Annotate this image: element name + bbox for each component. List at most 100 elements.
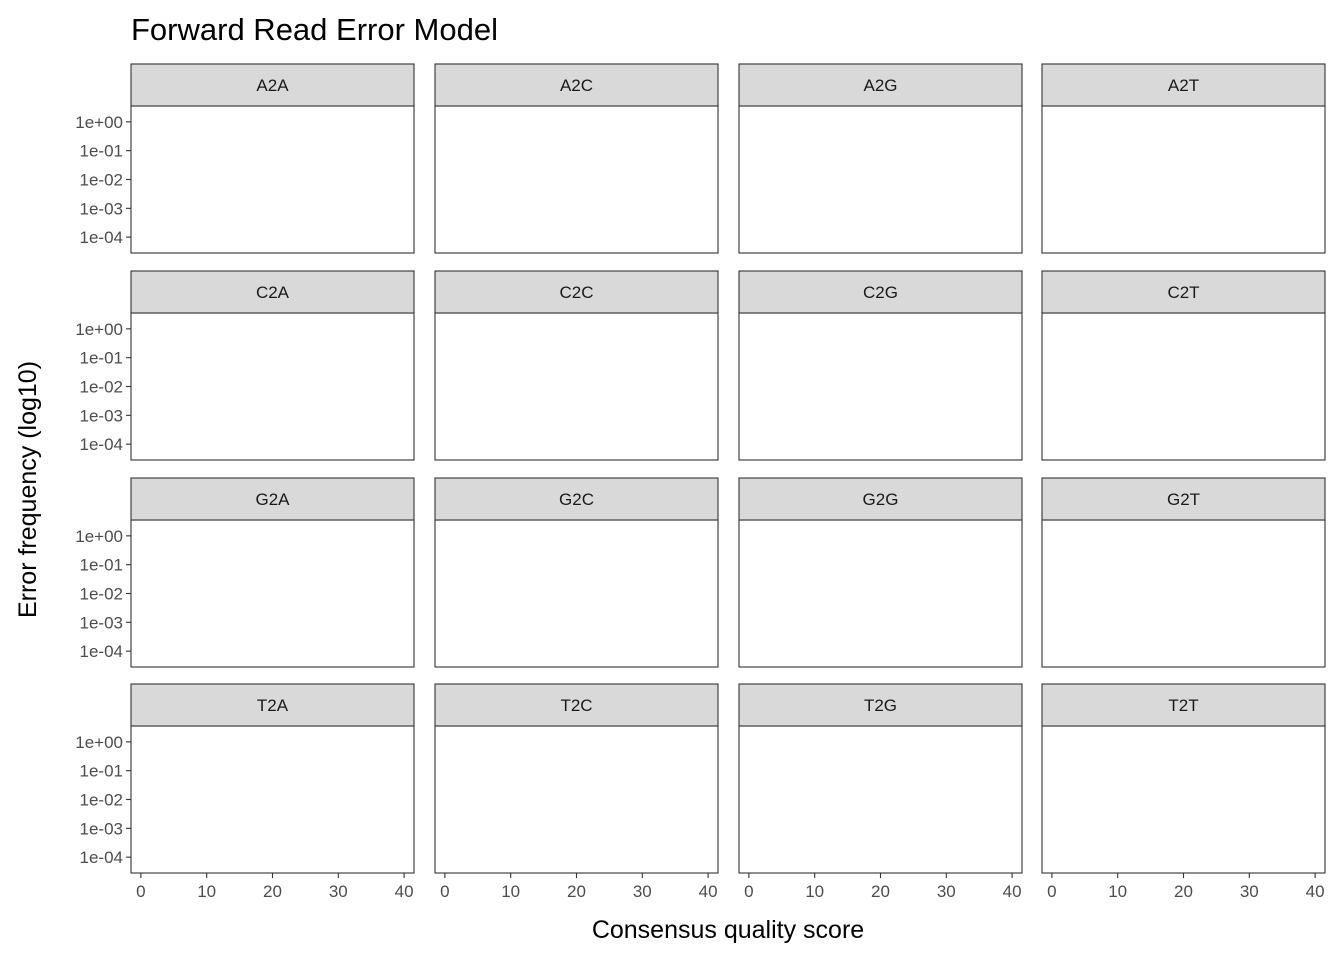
panel-t2t: T2T 0 10 20 30 40 [1041, 683, 1326, 901]
panel-border [738, 519, 1023, 668]
facet-strip-label: G2A [255, 490, 290, 509]
panel-t2c: T2C 0 10 20 30 40 [434, 683, 719, 901]
y-tick-label: 1e-02 [80, 791, 123, 810]
facet-strip [130, 477, 415, 521]
y-tick-label: 1e-02 [80, 171, 123, 190]
y-tick-label: 1e-04 [80, 848, 123, 867]
facet-strip [738, 270, 1023, 314]
panel-border [130, 725, 415, 874]
facet-strip [738, 477, 1023, 521]
panel-border [434, 725, 719, 874]
panel-border [738, 725, 1023, 874]
x-tick-label: 10 [197, 882, 216, 901]
x-tick-label: 20 [1174, 882, 1193, 901]
panel-c2c: C2C [434, 270, 719, 461]
x-tick-label: 30 [1240, 882, 1259, 901]
facet-strip-label: C2C [559, 283, 593, 302]
facet-strip [130, 63, 415, 107]
panel-border [130, 519, 415, 668]
x-tick-label: 20 [871, 882, 890, 901]
y-tick-label: 1e-01 [80, 556, 123, 575]
x-tick-label: 10 [1108, 882, 1127, 901]
y-tick-label: 1e-04 [80, 435, 123, 454]
panel-border [738, 105, 1023, 254]
panel-border [1041, 312, 1326, 461]
x-tick-label: 0 [744, 882, 753, 901]
x-tick-label: 10 [501, 882, 520, 901]
panel-border [434, 312, 719, 461]
facet-strip-label: G2G [863, 490, 899, 509]
panel-c2a: C2A 1e+00 1e-01 1e-02 1e-03 1e-04 [75, 270, 415, 461]
facet-strip [1041, 63, 1326, 107]
panel-border [434, 519, 719, 668]
y-tick-label: 1e+00 [75, 320, 123, 339]
panel-border [1041, 105, 1326, 254]
panel-t2g: T2G 0 10 20 30 40 [738, 683, 1023, 901]
panel-g2g: G2G [738, 477, 1023, 668]
panel-a2a: A2A 1e+00 1e-01 1e-02 1e-03 1e-04 [75, 63, 415, 254]
x-axis-title: Consensus quality score [592, 916, 864, 944]
y-tick-label: 1e-01 [80, 762, 123, 781]
x-tick-label: 40 [1003, 882, 1022, 901]
facet-panels: A2A 1e+00 1e-01 1e-02 1e-03 1e-04 A2C A2G A2T C2A… [75, 63, 1326, 901]
facet-strip [130, 683, 415, 727]
facet-strip-label: T2C [560, 696, 592, 715]
facet-strip [434, 63, 719, 107]
facet-strip-label: A2G [863, 76, 897, 95]
y-tick-label: 1e-02 [80, 585, 123, 604]
facet-strip [738, 63, 1023, 107]
facet-strip [434, 477, 719, 521]
y-tick-label: 1e+00 [75, 113, 123, 132]
facet-strip [130, 270, 415, 314]
panel-border [434, 105, 719, 254]
x-tick-label: 20 [263, 882, 282, 901]
y-tick-label: 1e+00 [75, 733, 123, 752]
panel-a2c: A2C [434, 63, 719, 254]
panel-c2g: C2G [738, 270, 1023, 461]
y-tick-label: 1e-04 [80, 642, 123, 661]
panel-g2a: G2A 1e+00 1e-01 1e-02 1e-03 1e-04 [75, 477, 415, 668]
x-tick-label: 0 [136, 882, 145, 901]
panel-c2t: C2T [1041, 270, 1326, 461]
facet-strip-label: G2C [559, 490, 594, 509]
panel-border [130, 312, 415, 461]
facet-strip-label: C2A [256, 283, 290, 302]
x-tick-label: 30 [329, 882, 348, 901]
y-tick-label: 1e-03 [80, 199, 123, 218]
panel-g2t: G2T [1041, 477, 1326, 668]
facet-strip-label: A2A [256, 76, 289, 95]
y-tick-label: 1e-03 [80, 613, 123, 632]
x-tick-label: 40 [395, 882, 414, 901]
y-tick-label: 1e+00 [75, 527, 123, 546]
facet-strip-label: G2T [1167, 490, 1200, 509]
x-tick-label: 40 [699, 882, 718, 901]
x-tick-label: 40 [1306, 882, 1325, 901]
chart-title: Forward Read Error Model [131, 12, 498, 47]
facet-strip [434, 270, 719, 314]
panel-a2g: A2G [738, 63, 1023, 254]
y-tick-label: 1e-03 [80, 406, 123, 425]
x-tick-label: 20 [567, 882, 586, 901]
facet-strip [1041, 270, 1326, 314]
panel-border [1041, 725, 1326, 874]
facet-strip [738, 683, 1023, 727]
facet-strip [1041, 477, 1326, 521]
x-tick-label: 10 [805, 882, 824, 901]
panel-border [1041, 519, 1326, 668]
x-tick-label: 0 [1047, 882, 1056, 901]
panel-t2a: T2A 1e+00 1e-01 1e-02 1e-03 1e-04 0 10 20 30 40 [75, 683, 415, 901]
facet-strip-label: C2T [1167, 283, 1199, 302]
y-tick-label: 1e-01 [80, 142, 123, 161]
y-tick-label: 1e-03 [80, 819, 123, 838]
facet-strip [1041, 683, 1326, 727]
facet-strip-label: A2T [1168, 76, 1199, 95]
facet-strip-label: T2A [257, 696, 289, 715]
y-tick-label: 1e-01 [80, 349, 123, 368]
facet-strip-label: T2T [1168, 696, 1198, 715]
panel-a2t: A2T [1041, 63, 1326, 254]
y-tick-label: 1e-04 [80, 228, 123, 247]
facet-strip-label: A2C [560, 76, 593, 95]
facet-strip-label: T2G [864, 696, 897, 715]
